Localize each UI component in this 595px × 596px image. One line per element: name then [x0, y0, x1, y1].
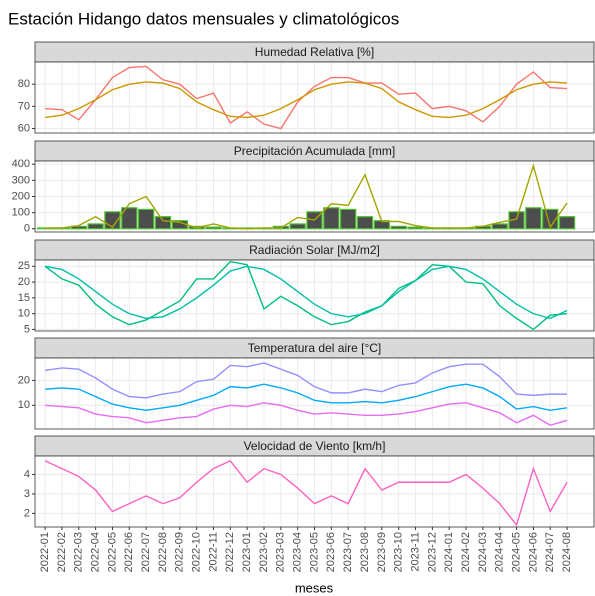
x-tick-label: 2023-02 — [258, 532, 270, 572]
panel-border — [34, 357, 595, 430]
x-tick-label: 2023-09 — [376, 532, 388, 572]
panel-title: Precipitación Acumulada [mm] — [234, 144, 395, 158]
bar — [70, 225, 87, 230]
y-tick-label: 60 — [18, 122, 30, 134]
panel-border — [34, 160, 595, 233]
y-tick-label: 10 — [18, 399, 30, 411]
x-tick-label: 2023-04 — [292, 532, 304, 572]
bar — [525, 207, 542, 230]
y-tick-label: 5 — [24, 323, 30, 335]
y-tick-label: 100 — [12, 207, 30, 219]
y-tick-label: 0 — [24, 223, 30, 235]
x-tick-label: 2024-04 — [494, 532, 506, 572]
x-tick-label: 2022-10 — [191, 532, 203, 572]
y-tick-label: 200 — [12, 190, 30, 202]
line — [45, 402, 568, 427]
x-tick-label: 2024-02 — [460, 532, 472, 572]
x-tick-label: 2022-03 — [73, 532, 85, 572]
x-tick-label: 2022-04 — [90, 532, 102, 572]
x-tick-label: 2024-03 — [477, 532, 489, 572]
bar — [491, 223, 508, 230]
y-tick-label: 80 — [18, 78, 30, 90]
panel-title: Velocidad de Viento [km/h] — [244, 439, 386, 453]
line — [44, 265, 568, 320]
x-tick-label: 2024-01 — [443, 532, 455, 572]
x-tick-label: 2022-11 — [207, 532, 219, 572]
bar — [558, 216, 576, 230]
y-tick-label: 400 — [12, 158, 30, 170]
panel-title: Humedad Relativa [%] — [255, 45, 374, 59]
bar — [289, 223, 306, 230]
x-tick-label: 2023-08 — [359, 532, 371, 572]
x-tick-label: 2022-07 — [140, 532, 152, 572]
y-tick-label: 4 — [24, 468, 30, 480]
y-tick-label: 2 — [24, 507, 30, 519]
y-tick-label: 70 — [18, 100, 30, 112]
panel-title: Temperatura del aire [°C] — [248, 341, 382, 355]
panel-border — [34, 61, 595, 134]
y-tick-label: 15 — [18, 292, 30, 304]
panel-title: Radiación Solar [MJ/m2] — [249, 243, 380, 257]
x-tick-label: 2023-03 — [275, 532, 287, 572]
bar — [356, 216, 374, 230]
bar — [407, 226, 424, 230]
y-tick-label: 25 — [18, 260, 30, 272]
chart-title: Estación Hidango datos mensuales y clima… — [8, 9, 399, 28]
line — [44, 459, 568, 527]
x-axis-label: meses — [295, 580, 334, 595]
x-tick-label: 2023-01 — [241, 532, 253, 572]
bar — [137, 208, 155, 230]
x-tick-label: 2023-06 — [325, 532, 337, 572]
x-tick-label: 2022-01 — [39, 532, 51, 572]
line — [44, 362, 568, 399]
x-tick-label: 2022-02 — [56, 532, 68, 572]
x-tick-label: 2024-08 — [561, 532, 573, 572]
y-tick-label: 20 — [18, 374, 30, 386]
line — [45, 383, 568, 412]
line — [45, 81, 568, 119]
x-tick-label: 2024-07 — [544, 532, 556, 572]
x-tick-label: 2023-07 — [342, 532, 354, 572]
x-tick-label: 2024-06 — [527, 532, 539, 572]
bar — [339, 208, 357, 230]
x-tick-label: 2023-11 — [409, 532, 421, 572]
x-tick-label: 2022-09 — [174, 532, 186, 572]
x-tick-label: 2024-05 — [510, 532, 522, 572]
x-tick-label: 2022-08 — [157, 532, 169, 572]
x-tick-label: 2023-12 — [426, 532, 438, 572]
y-tick-label: 10 — [18, 308, 30, 320]
bar — [87, 223, 104, 230]
line — [44, 260, 568, 331]
x-tick-label: 2023-10 — [393, 532, 405, 572]
bar — [390, 225, 407, 230]
bar — [323, 207, 340, 230]
x-tick-label: 2022-06 — [123, 532, 135, 572]
y-tick-label: 3 — [24, 488, 30, 500]
bar — [154, 216, 172, 230]
panel-border — [34, 259, 595, 332]
x-tick-label: 2022-12 — [224, 532, 236, 572]
x-tick-label: 2022-05 — [106, 532, 118, 572]
line — [45, 163, 568, 230]
x-tick-label: 2023-05 — [308, 532, 320, 572]
bar — [205, 226, 222, 230]
y-tick-label: 300 — [12, 174, 30, 186]
y-tick-label: 20 — [18, 276, 30, 288]
bar — [121, 207, 138, 230]
